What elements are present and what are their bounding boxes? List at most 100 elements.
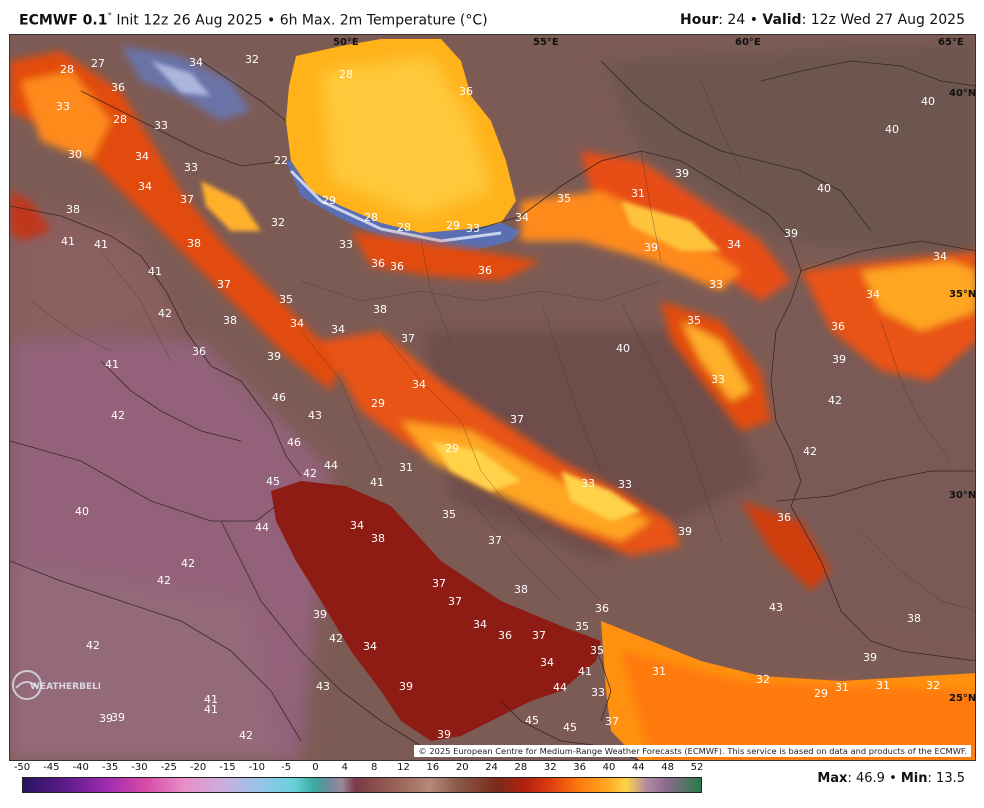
- scale-tick-label: -40: [72, 762, 89, 773]
- temperature-label: 34: [473, 618, 487, 631]
- temperature-label: 41: [370, 476, 384, 489]
- hour-value: : 24: [718, 12, 746, 28]
- temperature-label: 34: [933, 250, 947, 263]
- max-label: Max: [817, 771, 848, 786]
- temperature-label: 37: [605, 715, 619, 728]
- temperature-label: 37: [448, 595, 462, 608]
- temperature-label: 39: [675, 167, 689, 180]
- color-scale: -50 -45 -40 -35 -30 -25 -20 -15 -10 -5 0 4 8 12 16 20 24…: [14, 762, 703, 796]
- temperature-label: 39: [678, 525, 692, 538]
- temperature-label: 34: [138, 180, 152, 193]
- temperature-label: 34: [363, 640, 377, 653]
- temperature-label: 40: [75, 505, 89, 518]
- temperature-label: 44: [553, 681, 567, 694]
- temperature-label: 34: [412, 378, 426, 391]
- temperature-label: 42: [86, 639, 100, 652]
- temperature-label: 33: [56, 100, 70, 113]
- temperature-label: 28: [60, 63, 74, 76]
- stats-separator: •: [889, 771, 897, 786]
- temperature-label: 38: [514, 583, 528, 596]
- temperature-label: 45: [563, 721, 577, 734]
- header-title: ECMWF 0.1° Init 12z 26 Aug 2025 • 6h Max…: [19, 12, 488, 29]
- temperature-map[interactable]: 50°E 55°E 60°E 65°E 40°N 35°N 30°N 25°N …: [9, 34, 976, 761]
- coord-label-lon-55: 55°E: [533, 37, 559, 48]
- temperature-label: 37: [180, 193, 194, 206]
- temperature-label: 40: [616, 342, 630, 355]
- temperature-label: 34: [135, 150, 149, 163]
- temperature-label: 46: [272, 391, 286, 404]
- temperature-label: 36: [371, 257, 385, 270]
- scale-tick-label: -10: [248, 762, 265, 773]
- temperature-label: 31: [835, 681, 849, 694]
- temperature-label: 32: [926, 679, 940, 692]
- temperature-label: 22: [274, 154, 288, 167]
- temperature-label: 43: [308, 409, 322, 422]
- scale-tick-label: -20: [189, 762, 207, 773]
- temperature-label: 36: [478, 264, 492, 277]
- temperature-label: 33: [711, 373, 725, 386]
- temperature-label: 39: [644, 241, 658, 254]
- scale-tick-label: 44: [631, 762, 645, 773]
- scale-bar: [22, 777, 702, 793]
- temperature-label: 38: [187, 237, 201, 250]
- scale-tick-label: -30: [131, 762, 148, 773]
- temperature-label: 34: [540, 656, 554, 669]
- persian-gulf: [271, 481, 601, 741]
- header-valid: Hour: 24 • Valid: 12z Wed 27 Aug 2025: [680, 12, 965, 28]
- init-time: Init 12z 26 Aug 2025: [116, 12, 263, 29]
- temperature-label: 41: [61, 235, 75, 248]
- temperature-label: 39: [399, 680, 413, 693]
- temperature-label: 40: [817, 182, 831, 195]
- temperature-label: 39: [111, 711, 125, 724]
- temperature-label: 42: [158, 307, 172, 320]
- temperature-label: 37: [488, 534, 502, 547]
- hour-label: Hour: [680, 12, 719, 28]
- temperature-label: 39: [437, 728, 451, 741]
- scale-tick-label: 8: [370, 762, 378, 773]
- temperature-label: 32: [756, 673, 770, 686]
- scale-tick-label: 32: [543, 762, 557, 773]
- temperature-label: 28: [113, 113, 127, 126]
- temperature-label: 36: [111, 81, 125, 94]
- temperature-label: 42: [828, 394, 842, 407]
- temperature-label: 41: [105, 358, 119, 371]
- temperature-label: 42: [803, 445, 817, 458]
- temperature-label: 41: [148, 265, 162, 278]
- temperature-label: 29: [446, 219, 460, 232]
- temperature-label: 41: [204, 703, 218, 716]
- temperature-label: 44: [255, 521, 269, 534]
- scale-tick-label: 24: [485, 762, 498, 773]
- temperature-label: 34: [866, 288, 880, 301]
- scale-tick-label: 12: [397, 762, 410, 773]
- coord-label-lat-35: 35°N: [949, 289, 976, 300]
- temperature-label: 29: [322, 194, 336, 207]
- temperature-label: 37: [217, 278, 231, 291]
- temperature-label: 43: [316, 680, 330, 693]
- scale-tick-label: -25: [160, 762, 177, 773]
- hot-highlights: [201, 181, 721, 521]
- temperature-label: 42: [181, 557, 195, 570]
- temperature-label: 38: [907, 612, 921, 625]
- temperature-label: 33: [184, 161, 198, 174]
- temperature-label: 38: [371, 532, 385, 545]
- temperature-label: 43: [769, 601, 783, 614]
- temperature-label: 28: [397, 221, 411, 234]
- temperature-label: 38: [66, 203, 80, 216]
- temperature-label: 34: [290, 317, 304, 330]
- coord-label-lon-65: 65°E: [938, 37, 964, 48]
- scale-tick-label: -35: [101, 762, 119, 773]
- temperature-label: 39: [832, 353, 846, 366]
- temperature-label: 41: [204, 693, 218, 706]
- logo-graphic: WEATHERBELL: [12, 670, 104, 700]
- temperature-label: 33: [591, 686, 605, 699]
- temperature-label: 42: [239, 729, 253, 742]
- temperature-label: 27: [91, 57, 105, 70]
- temperature-label: 42: [157, 574, 171, 587]
- map-canvas: 50°E 55°E 60°E 65°E 40°N 35°N 30°N 25°N …: [10, 35, 976, 760]
- temperature-label: 38: [373, 303, 387, 316]
- coord-label-lat-40: 40°N: [949, 88, 976, 99]
- temperature-label: 37: [510, 413, 524, 426]
- weatherbell-logo: WEATHERBELL: [10, 668, 104, 702]
- temperature-label: 36: [777, 511, 791, 524]
- temperature-label: 37: [532, 629, 546, 642]
